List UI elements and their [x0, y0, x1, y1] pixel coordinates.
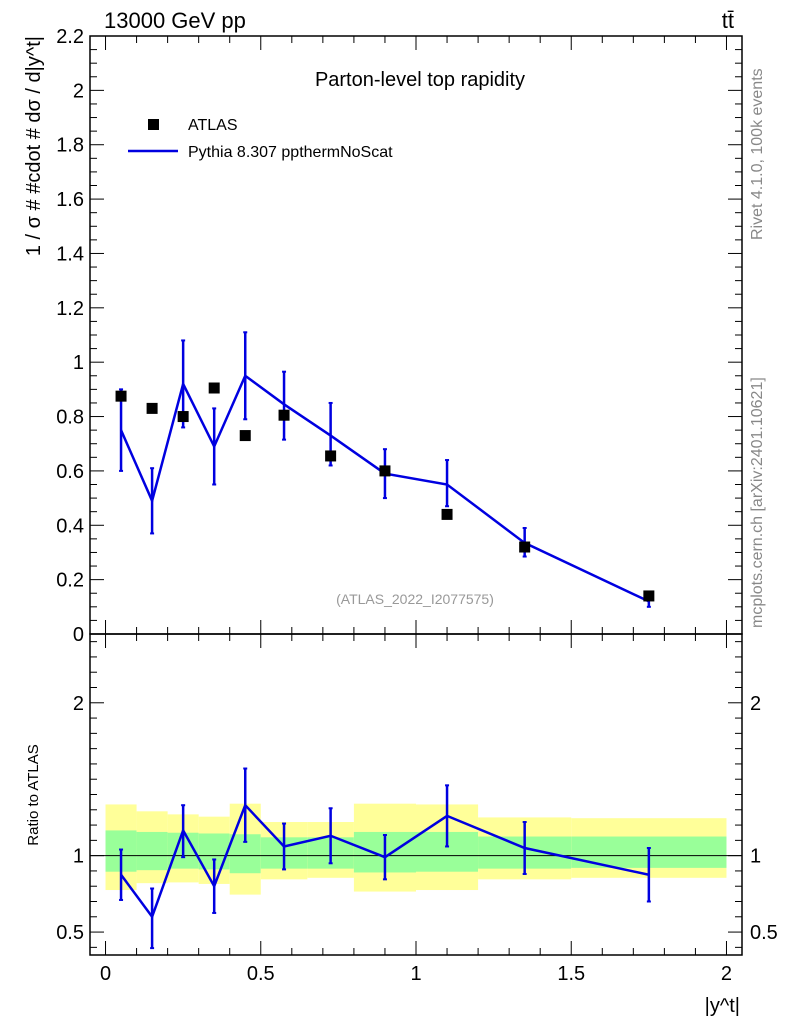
x-tick-label: 1.5: [557, 963, 585, 985]
rivet-label: Rivet 4.1.0, 100k events: [749, 68, 766, 240]
main-y-tick-label: 1: [73, 352, 84, 374]
ratio-panel: 0 0.5 1 1.5 2 0.5 0.5 1 1 2 2: [56, 633, 778, 985]
main-y-tick-label: 1.8: [56, 135, 84, 157]
mcplots-label: mcplots.cern.ch [arXiv:2401.10621]: [749, 377, 766, 628]
x-tick-label: 0: [100, 963, 111, 985]
atlas-data-point: [441, 508, 453, 520]
atlas-data-point: [115, 390, 127, 402]
main-y-tick-label: 1.4: [56, 243, 84, 265]
main-y-tick-label: 0.8: [56, 407, 84, 429]
ratio-ylabel: Ratio to ATLAS: [25, 744, 42, 845]
main-ylabel: 1 / σ # #cdot # dσ / d|y^t|: [23, 36, 45, 256]
main-y-tick-label: 2: [73, 80, 84, 102]
atlas-data-point: [379, 465, 391, 477]
main-y-tick-label: 0: [73, 624, 84, 646]
main-title: Parton-level top rapidity: [315, 69, 525, 91]
main-y-tick-label: 2.2: [56, 26, 84, 48]
atlas-data-point: [325, 450, 337, 462]
ratio-y-tick-label: 2: [73, 693, 84, 715]
ratio-y-tick-label-right: 2: [750, 693, 761, 715]
ratio-y-tick-label: 1: [73, 846, 84, 868]
ratio-y-tick-label-right: 1: [750, 846, 761, 868]
main-y-tick-label: 1.2: [56, 298, 84, 320]
legend-label-atlas: ATLAS: [188, 117, 238, 134]
process-label: tt̄: [722, 8, 734, 33]
energy-label: 13000 GeV pp: [104, 8, 246, 33]
watermark: (ATLAS_2022_I2077575): [336, 591, 494, 607]
main-y-tick-label: 0.2: [56, 570, 84, 592]
atlas-data-point: [208, 382, 220, 394]
x-tick-label: 1: [410, 963, 421, 985]
main-panel: 0 0.2 0.4 0.6 0.8 1 1.2 1.4 1.6 1.8 2 2.2: [56, 26, 743, 646]
x-tick-label: 0.5: [247, 963, 275, 985]
atlas-data-point: [278, 409, 290, 421]
ratio-xlabel: |y^t|: [705, 995, 740, 1017]
legend-label-mc: Pythia 8.307 ppthermNoScat: [188, 144, 393, 161]
main-y-tick-label: 1.6: [56, 189, 84, 211]
legend-marker-atlas: [148, 119, 159, 130]
main-y-tick-label: 0.4: [56, 515, 84, 537]
ratio-y-tick-label: 0.5: [56, 922, 84, 944]
atlas-data-point: [146, 402, 158, 414]
main-y-tick-label: 0.6: [56, 461, 84, 483]
atlas-data-point: [177, 411, 189, 423]
atlas-data-point: [239, 430, 251, 442]
ratio-frame: [89, 633, 743, 956]
ratio-y-tick-label-right: 0.5: [750, 922, 778, 944]
band-inner-bin: [136, 831, 168, 871]
x-tick-label: 2: [721, 963, 732, 985]
legend: ATLAS Pythia 8.307 ppthermNoScat: [128, 117, 393, 161]
atlas-data-point: [519, 541, 531, 553]
atlas-data-point: [643, 590, 655, 602]
